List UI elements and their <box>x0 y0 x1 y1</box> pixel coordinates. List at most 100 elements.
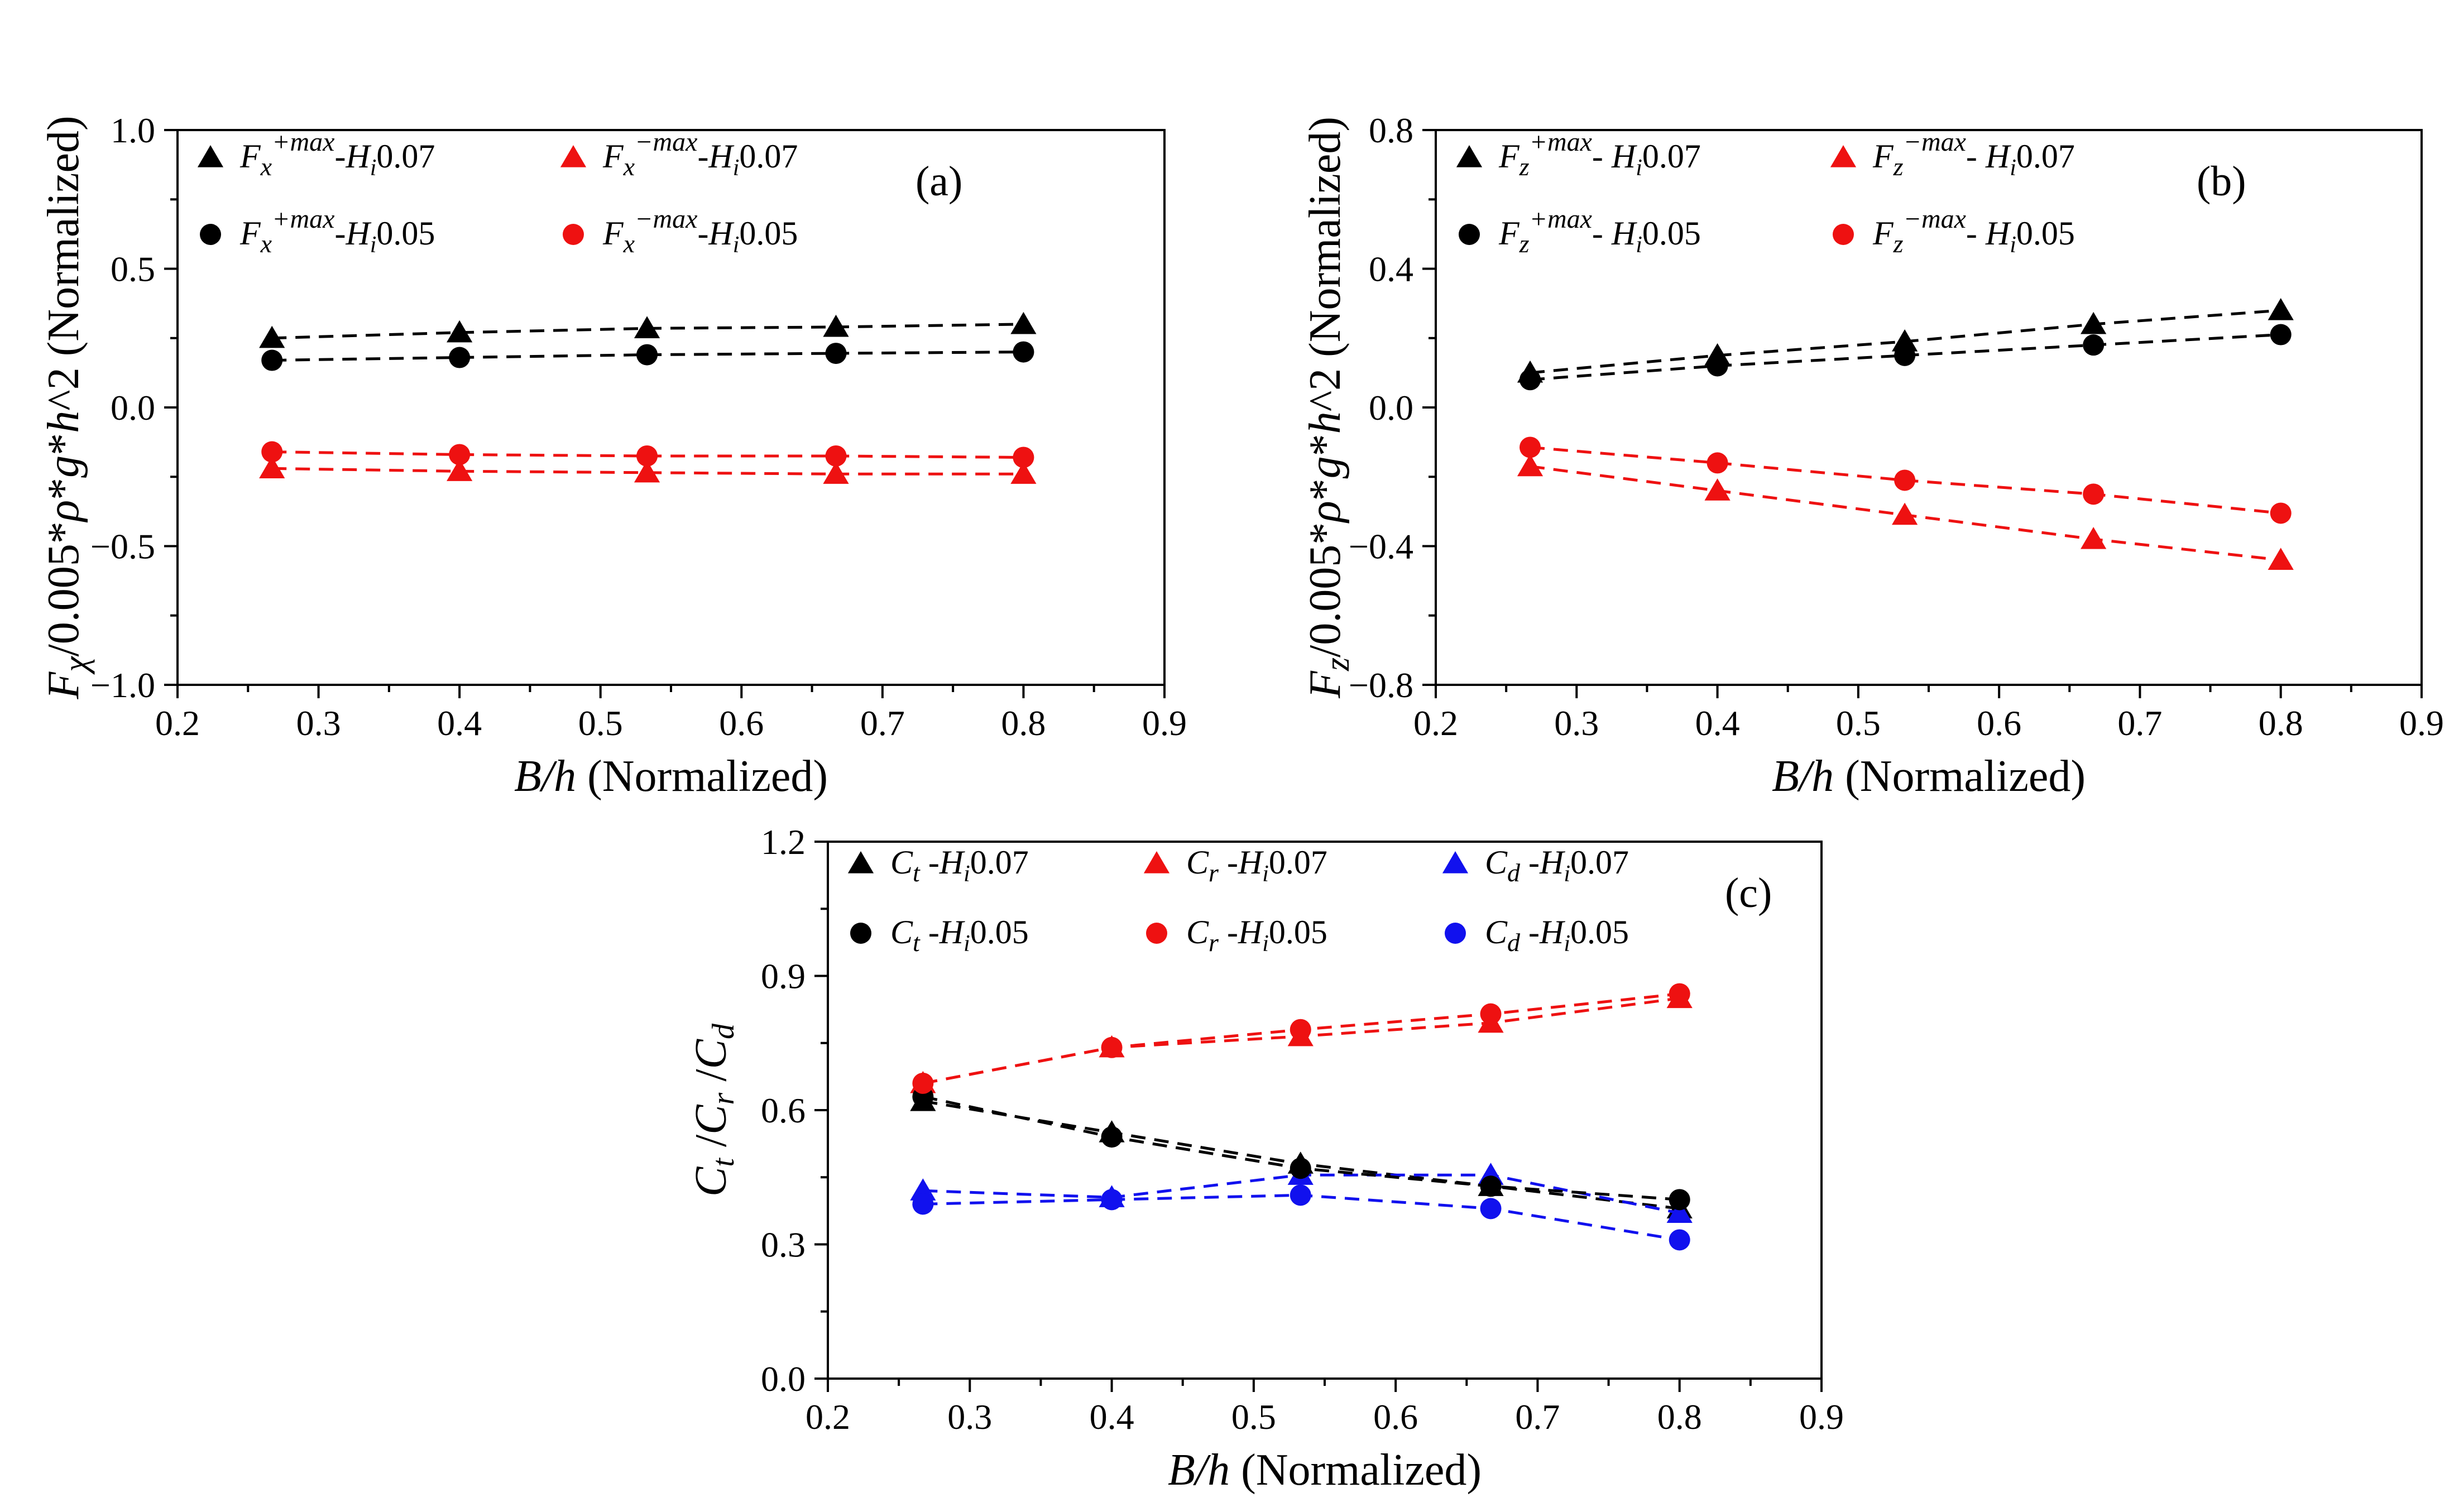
y-tick-label: −0.5 <box>90 527 155 567</box>
text-span: t <box>706 1158 741 1167</box>
legend-label: Fz+max- Hi0.05 <box>1498 204 1701 258</box>
text-span: +max <box>1530 204 1592 234</box>
data-point <box>636 344 658 366</box>
text-span: F <box>239 215 261 252</box>
text-span: 0.05 <box>739 215 798 252</box>
text-span: ^2 (Normalized) <box>39 116 88 410</box>
text-span: +max <box>272 204 334 234</box>
text-span: /0.005* <box>39 521 88 656</box>
x-tick-label: 0.5 <box>1231 1397 1276 1437</box>
x-tick-label: 0.7 <box>860 703 905 743</box>
y-tick-label: 0.4 <box>1369 249 1413 289</box>
y-tick-label: 1.0 <box>111 111 155 150</box>
legend-marker <box>200 224 221 245</box>
text-span: - H <box>1592 138 1638 175</box>
y-axis-label: Fz/0.005*ρ*g*h^2 (Normalized) <box>1301 117 1356 699</box>
x-tick-label: 0.7 <box>1515 1397 1560 1437</box>
text-span: 0.07 <box>2016 138 2075 175</box>
text-span: g <box>39 455 88 478</box>
text-span: F <box>602 138 624 175</box>
text-span: F <box>239 138 261 175</box>
data-point <box>2083 483 2105 505</box>
text-span: F <box>1872 215 1894 252</box>
series-b-3 <box>1520 436 2292 524</box>
x-tick-label: 0.5 <box>1836 703 1881 743</box>
series-c-5 <box>912 1184 1690 1251</box>
x-tick-label: 0.6 <box>1977 703 2021 743</box>
text-span: i <box>2010 232 2016 258</box>
data-point <box>1669 983 1690 1005</box>
text-span: C <box>687 1104 736 1135</box>
text-span: - H <box>1592 215 1638 252</box>
data-point <box>1892 329 1918 352</box>
legend-label: Cd -Hi0.07 <box>1485 844 1629 887</box>
x-tick-label: 0.8 <box>1657 1397 1702 1437</box>
text-span: d <box>706 1023 741 1039</box>
legend-marker <box>563 224 584 245</box>
data-point <box>1520 436 1541 458</box>
text-span: C <box>1186 844 1209 881</box>
data-point <box>825 445 847 467</box>
legend-label: Cd -Hi0.05 <box>1485 914 1629 957</box>
text-span: r <box>1209 928 1219 957</box>
legend-label: Ct -Hi0.07 <box>890 844 1029 887</box>
data-point <box>1013 341 1034 363</box>
data-point <box>1101 1126 1123 1148</box>
data-point <box>912 1193 934 1215</box>
text-span: i <box>370 232 377 258</box>
text-span: i <box>964 861 970 887</box>
series-line <box>272 351 1024 362</box>
text-span: -H <box>1219 844 1264 881</box>
text-span: ρ <box>1301 501 1350 524</box>
data-point <box>1010 311 1037 334</box>
legend-label: Fx+max-Hi0.05 <box>239 204 435 258</box>
chart-panel-a: 0.2 0.3 0.4 0.5 0.6 0.7 0.8 0.9 −1.0 −0.5 0.0 0.5 1.… <box>39 111 1187 801</box>
data-point <box>636 445 658 467</box>
data-point <box>1290 1158 1311 1179</box>
y-axis-label: Ct /Cr /Cd <box>687 1023 741 1197</box>
legend-marker <box>197 145 224 167</box>
text-span: * <box>39 433 88 455</box>
text-span: i <box>964 931 970 957</box>
text-span: z <box>1319 657 1356 671</box>
text-span: −max <box>1904 204 1966 234</box>
data-point <box>259 325 285 348</box>
text-span: 0.07 <box>1570 844 1629 881</box>
legend-marker <box>1830 145 1857 167</box>
data-point <box>261 441 283 463</box>
text-span: i <box>2010 155 2016 181</box>
x-axis-label-unit: (Normalized) <box>1834 752 2086 801</box>
text-span: -H <box>920 914 966 951</box>
data-point <box>1517 454 1544 477</box>
data-point <box>2270 324 2292 345</box>
data-point <box>1669 1229 1690 1251</box>
text-span: -H <box>334 215 372 252</box>
data-point <box>2081 527 2107 549</box>
text-span: i <box>1262 931 1269 957</box>
text-span: r <box>706 1092 741 1105</box>
y-tick-label: 0.3 <box>761 1225 806 1265</box>
legend-item: Fx+max-Hi0.05 <box>200 204 435 258</box>
legend-label: Ct -Hi0.05 <box>890 914 1029 957</box>
text-span: 0.05 <box>1269 914 1327 951</box>
text-span: 0.07 <box>1642 138 1701 175</box>
legend-label: Cr -Hi0.05 <box>1186 914 1327 957</box>
text-span: d <box>1507 858 1521 887</box>
data-point <box>261 349 283 371</box>
series-c-3 <box>912 1086 1690 1211</box>
series-a-2 <box>261 341 1034 371</box>
text-span: C <box>890 844 913 881</box>
x-tick-label: 0.9 <box>1799 1397 1844 1437</box>
text-span: -H <box>1520 844 1566 881</box>
data-point <box>447 459 473 481</box>
text-span: -H <box>1219 914 1264 951</box>
series-a-0 <box>259 311 1037 348</box>
data-point <box>634 316 660 338</box>
series-a-3 <box>261 441 1034 468</box>
text-span: x <box>260 152 272 181</box>
text-span: - H <box>1966 138 2012 175</box>
text-span: -H <box>920 844 966 881</box>
legend-label: Fz+max- Hi0.07 <box>1498 127 1701 181</box>
